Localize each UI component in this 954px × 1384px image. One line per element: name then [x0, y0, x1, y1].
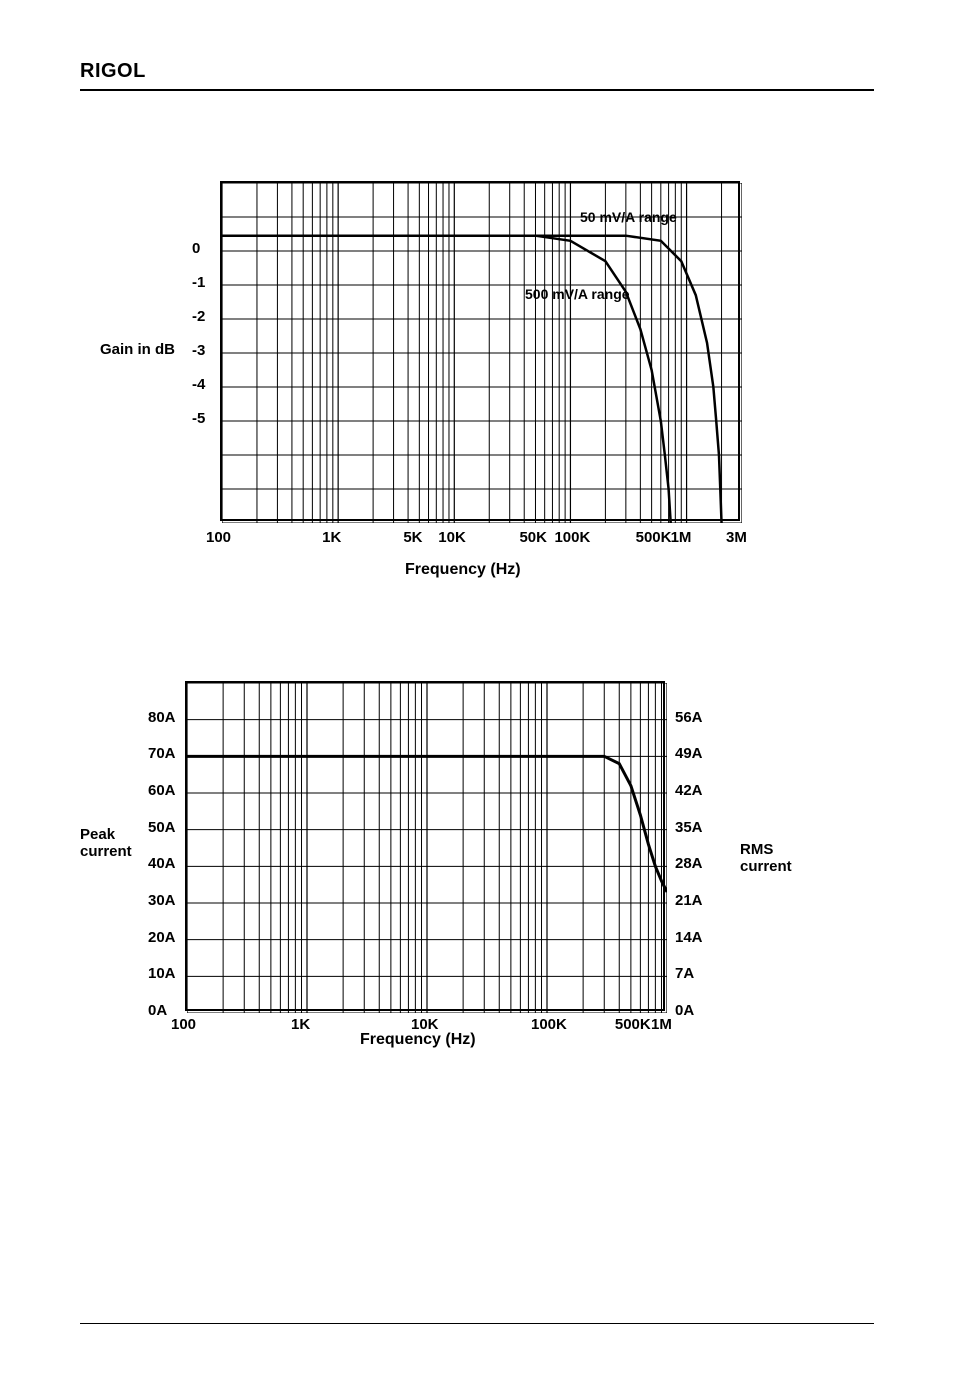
- chart1-y-tick: 0: [192, 240, 200, 257]
- chart2-y-tick-left: 0A: [148, 1002, 167, 1019]
- chart1-x-tick: 1M: [671, 529, 692, 546]
- chart1-y-tick: -2: [192, 308, 205, 325]
- chart2-x-tick: 1M: [651, 1016, 672, 1033]
- chart2-y-tick-right: 56A: [675, 709, 703, 726]
- chart2-x-tick: 100: [171, 1016, 196, 1033]
- chart2-y-tick-left: 80A: [148, 709, 176, 726]
- chart2-x-tick: 1K: [291, 1016, 310, 1033]
- chart1-x-tick: 50K: [519, 529, 547, 546]
- chart1-y-tick: -3: [192, 342, 205, 359]
- chart1-x-tick: 10K: [438, 529, 466, 546]
- chart1-x-tick: 100: [206, 529, 231, 546]
- chart1-x-tick: 100K: [554, 529, 590, 546]
- chart1-x-tick: 500K: [636, 529, 672, 546]
- chart1-plot-area: [220, 181, 740, 521]
- chart2-y-label-left: Peak current: [80, 826, 132, 860]
- chart1-x-tick: 3M: [726, 529, 747, 546]
- chart1-y-tick: -1: [192, 274, 205, 291]
- chart2-y-tick-right: 0A: [675, 1002, 694, 1019]
- chart2-y-tick-right: 21A: [675, 892, 703, 909]
- gain-chart: Gain in dB Frequency (Hz) 50 mV/A range …: [80, 181, 874, 601]
- chart2-plot-area: [185, 681, 665, 1011]
- brand-label: RIGOL: [80, 60, 874, 83]
- chart1-x-label: Frequency (Hz): [405, 561, 521, 579]
- chart2-x-tick: 100K: [531, 1016, 567, 1033]
- page-header: RIGOL: [80, 60, 874, 91]
- chart2-y-tick-right: 14A: [675, 929, 703, 946]
- chart2-x-tick: 500K: [615, 1016, 651, 1033]
- chart2-y-tick-left: 50A: [148, 819, 176, 836]
- chart1-x-tick: 1K: [322, 529, 341, 546]
- chart1-y-tick: -5: [192, 410, 205, 427]
- chart2-y-label-right: RMS current: [740, 841, 792, 875]
- chart1-series-a-label: 50 mV/A range: [580, 209, 677, 225]
- chart2-x-label: Frequency (Hz): [360, 1031, 476, 1049]
- chart2-y-tick-right: 49A: [675, 745, 703, 762]
- chart2-y-tick-left: 40A: [148, 855, 176, 872]
- chart2-y-tick-right: 28A: [675, 855, 703, 872]
- chart2-x-tick: 10K: [411, 1016, 439, 1033]
- chart2-y-tick-right: 42A: [675, 782, 703, 799]
- footer-rule: [80, 1323, 874, 1324]
- chart2-y-tick-left: 20A: [148, 929, 176, 946]
- chart1-series-b-label: 500 mV/A range: [525, 286, 630, 302]
- chart2-y-tick-left: 60A: [148, 782, 176, 799]
- chart2-y-tick-left: 30A: [148, 892, 176, 909]
- chart2-y-tick-right: 35A: [675, 819, 703, 836]
- current-derating-chart: Peak current RMS current Frequency (Hz) …: [80, 681, 874, 1101]
- chart1-y-tick: -4: [192, 376, 205, 393]
- chart1-x-tick: 5K: [403, 529, 422, 546]
- chart2-y-tick-right: 7A: [675, 965, 694, 982]
- chart2-y-tick-left: 10A: [148, 965, 176, 982]
- chart2-y-tick-left: 70A: [148, 745, 176, 762]
- chart1-y-label: Gain in dB: [100, 341, 175, 358]
